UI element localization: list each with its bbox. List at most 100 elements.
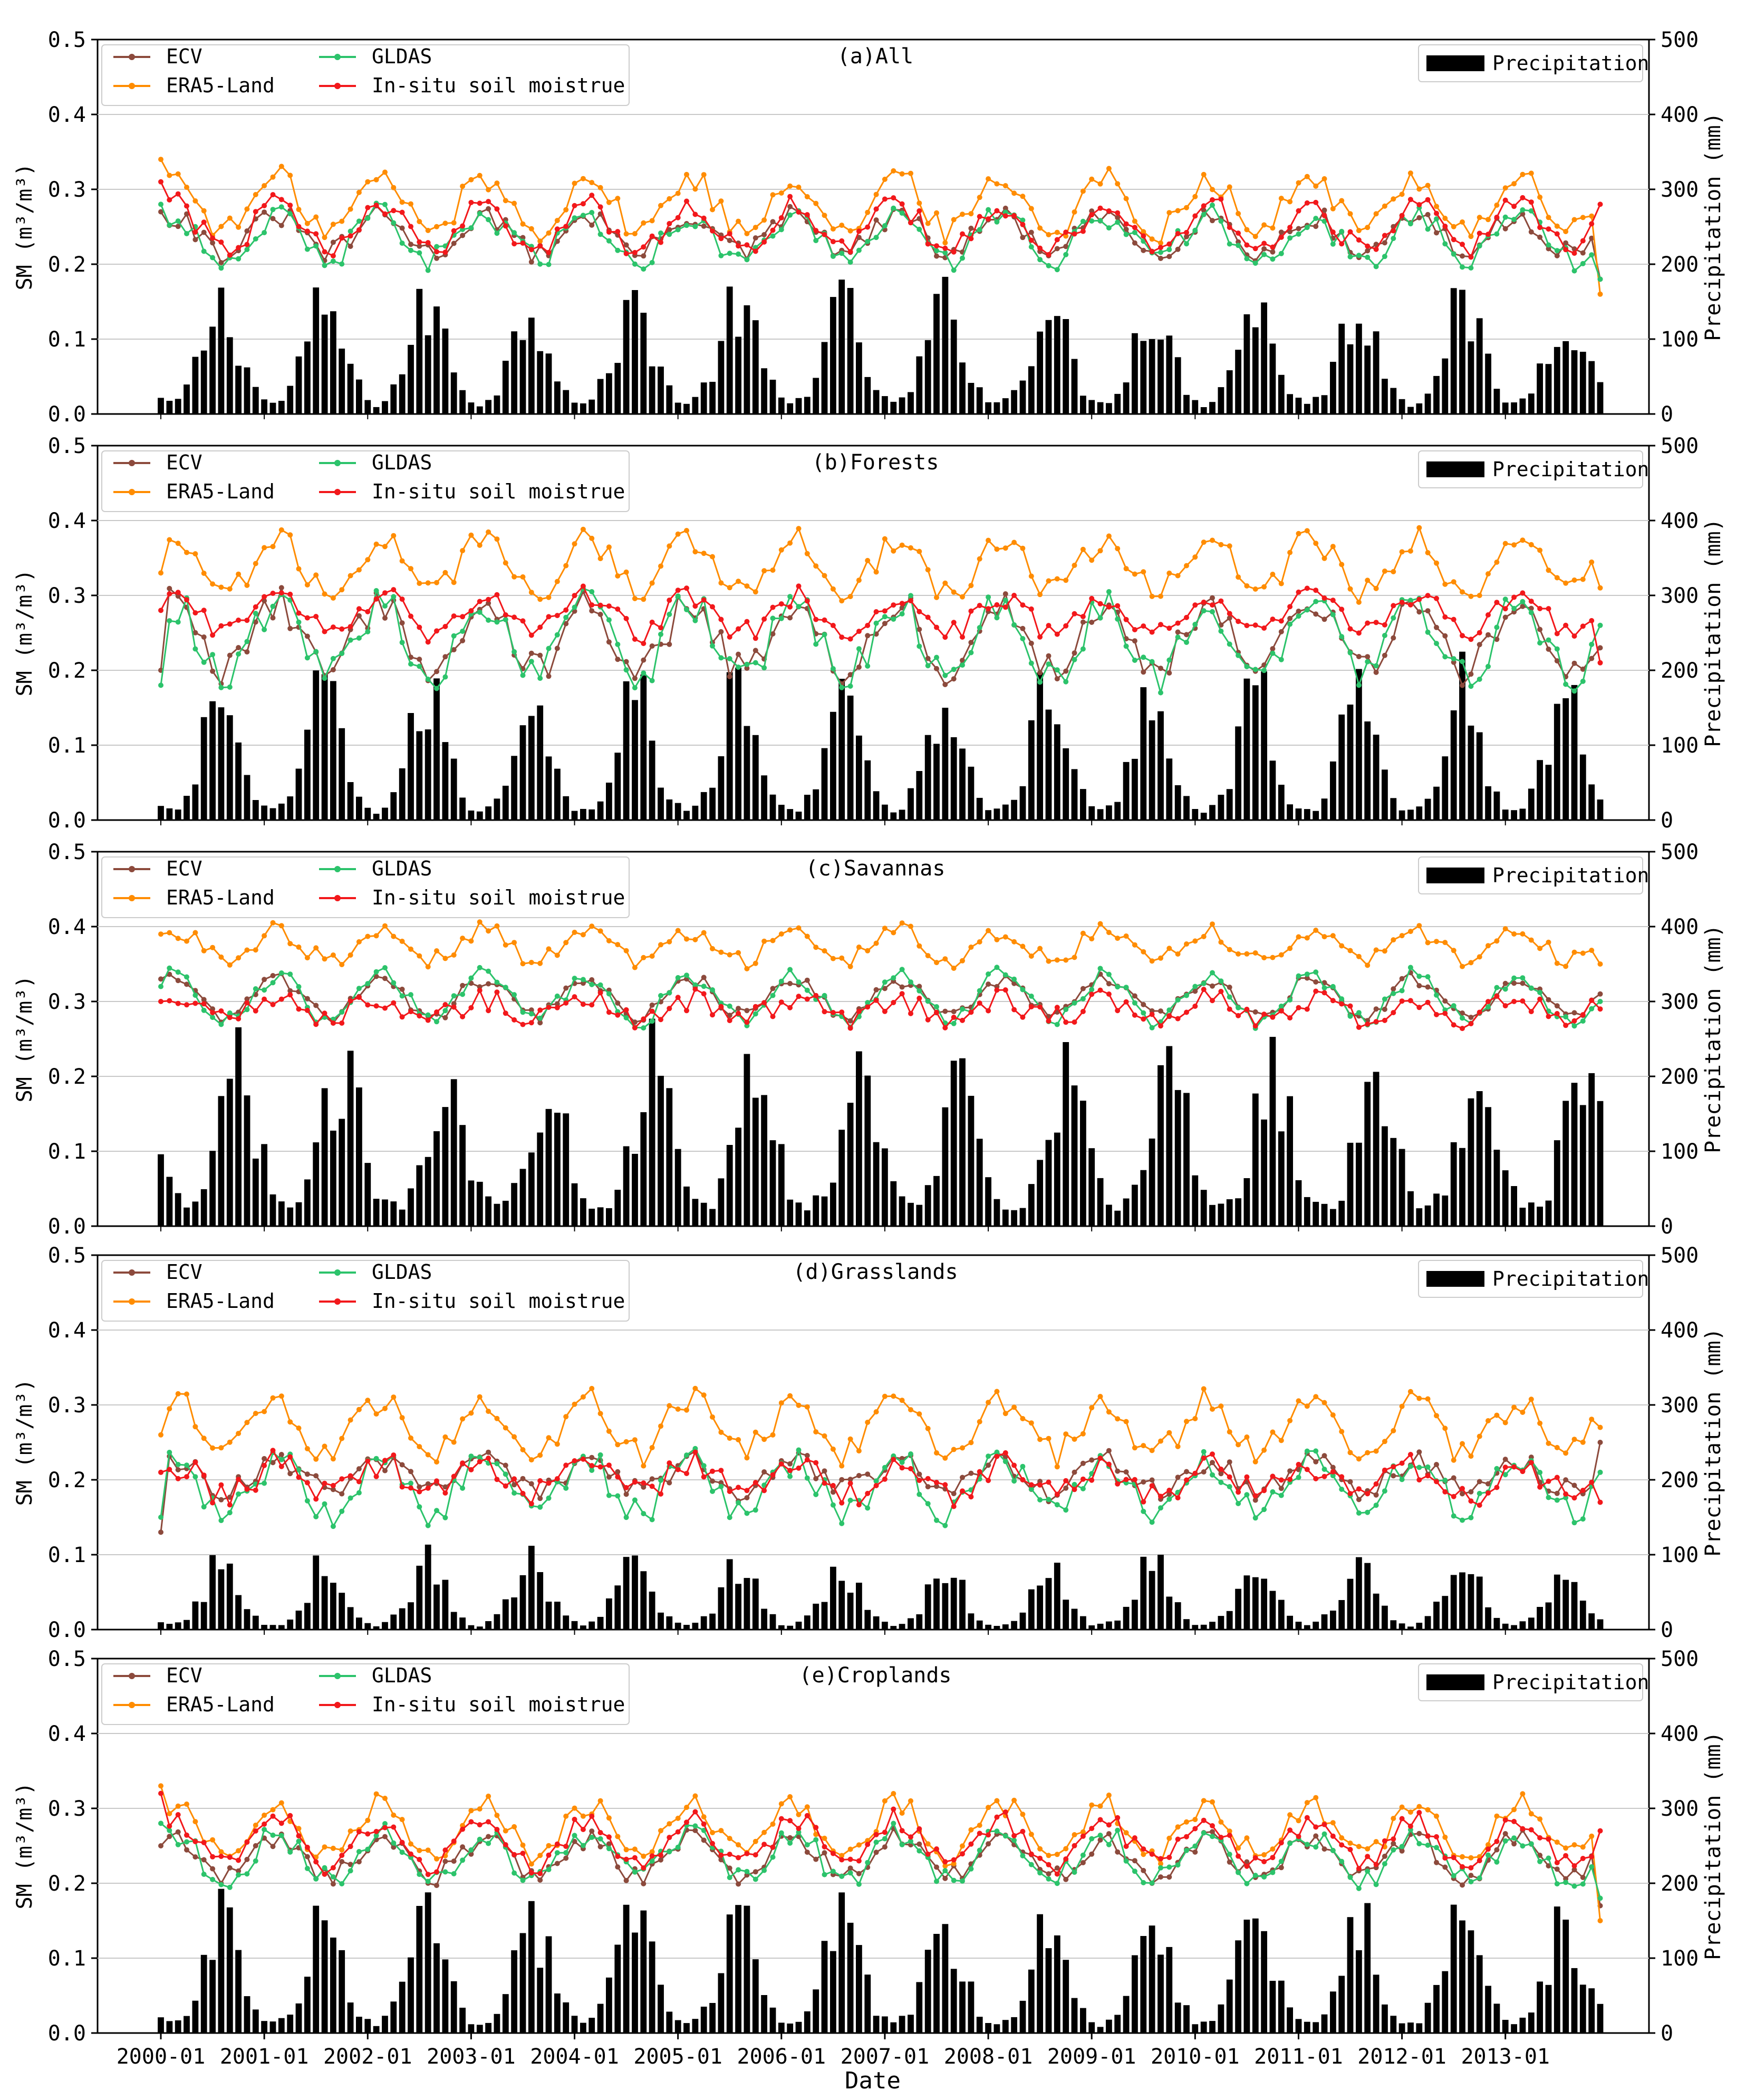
left-tick-label: 0.4	[48, 915, 86, 939]
point-insitu	[339, 1020, 345, 1026]
point-era5	[847, 228, 853, 234]
point-era5	[296, 1425, 302, 1431]
point-era5	[537, 1853, 543, 1858]
point-insitu	[1089, 1826, 1095, 1832]
point-insitu	[908, 598, 913, 603]
precip-bar	[364, 2019, 371, 2033]
point-era5	[1115, 1416, 1121, 1422]
point-era5	[477, 172, 483, 178]
point-era5	[244, 582, 250, 588]
point-gldas	[278, 970, 284, 976]
precip-bar	[1364, 721, 1371, 820]
precip-bar	[1011, 390, 1017, 414]
point-gldas	[1356, 1885, 1362, 1891]
point-insitu	[408, 224, 413, 229]
precip-bar	[640, 1571, 647, 1630]
point-era5	[908, 923, 913, 929]
point-gldas	[1494, 231, 1500, 237]
point-gldas	[994, 1828, 1000, 1834]
point-era5	[847, 594, 853, 600]
precip-bar	[252, 1615, 259, 1630]
point-gldas	[1391, 990, 1396, 996]
point-insitu	[477, 1822, 483, 1828]
precip-bar	[1269, 343, 1276, 414]
point-ecv	[537, 1877, 543, 1883]
point-insitu	[425, 240, 431, 246]
point-era5	[1054, 1852, 1060, 1857]
precip-bar	[908, 1202, 914, 1226]
point-era5	[1132, 571, 1137, 577]
precip-bar	[1382, 2004, 1388, 2033]
point-gldas	[1046, 661, 1052, 667]
precip-bar	[1063, 319, 1069, 414]
point-ecv	[1571, 1482, 1577, 1488]
point-era5	[1270, 572, 1276, 577]
point-gldas	[192, 1474, 198, 1480]
point-era5	[1520, 537, 1526, 543]
precip-bar	[1554, 346, 1560, 414]
point-era5	[158, 1783, 163, 1789]
point-gldas	[865, 238, 871, 244]
precip-bar	[1424, 1616, 1431, 1630]
point-gldas	[253, 236, 258, 242]
legend-marker-ecv	[129, 460, 135, 466]
precip-bar	[1511, 1186, 1517, 1226]
point-gldas	[210, 1015, 216, 1020]
point-era5	[1416, 1804, 1422, 1809]
point-ecv	[1287, 1468, 1293, 1474]
point-ecv	[262, 209, 267, 215]
point-era5	[304, 220, 310, 226]
precip-bar	[364, 400, 371, 414]
point-era5	[925, 953, 931, 959]
point-ecv	[589, 608, 595, 614]
point-era5	[503, 560, 508, 566]
point-insitu	[520, 1022, 526, 1027]
point-ecv	[761, 1469, 767, 1475]
point-era5	[348, 206, 353, 212]
precip-bar	[1019, 380, 1026, 414]
point-era5	[477, 1394, 483, 1400]
point-insitu	[1201, 987, 1207, 993]
point-era5	[865, 557, 871, 563]
point-era5	[1063, 1846, 1069, 1852]
point-ecv	[830, 1489, 836, 1495]
point-gldas	[1054, 267, 1060, 273]
point-gldas	[1028, 660, 1034, 666]
precip-bar	[468, 810, 475, 820]
point-ecv	[787, 1835, 793, 1841]
point-gldas	[1097, 615, 1103, 621]
point-insitu	[184, 1474, 189, 1480]
precip-bar	[408, 1957, 414, 2033]
point-insitu	[718, 1004, 724, 1009]
point-insitu	[1149, 1851, 1155, 1857]
point-ecv	[1546, 647, 1551, 652]
point-era5	[1210, 1407, 1215, 1412]
point-gldas	[537, 676, 543, 681]
point-era5	[1141, 569, 1146, 575]
point-insitu	[244, 242, 250, 247]
point-era5	[1304, 1403, 1310, 1409]
point-insitu	[373, 596, 379, 602]
point-era5	[201, 571, 207, 576]
point-gldas	[184, 1839, 189, 1845]
precip-bar	[1562, 1579, 1569, 1630]
point-ecv	[1141, 669, 1146, 675]
point-gldas	[494, 619, 500, 625]
point-ecv	[460, 638, 466, 643]
point-era5	[278, 923, 284, 929]
point-ecv	[192, 1854, 198, 1860]
point-insitu	[451, 613, 457, 619]
point-gldas	[891, 616, 896, 622]
precip-bar	[1243, 678, 1250, 820]
point-gldas	[262, 1827, 267, 1833]
point-insitu	[175, 191, 181, 197]
point-ecv	[313, 1003, 319, 1008]
point-gldas	[1175, 1862, 1181, 1868]
point-ecv	[667, 227, 672, 233]
point-era5	[1278, 952, 1284, 958]
point-gldas	[339, 261, 345, 267]
point-gldas	[1321, 1467, 1327, 1472]
point-gldas	[1528, 985, 1534, 991]
point-ecv	[1054, 676, 1060, 682]
point-era5	[1236, 1845, 1241, 1851]
